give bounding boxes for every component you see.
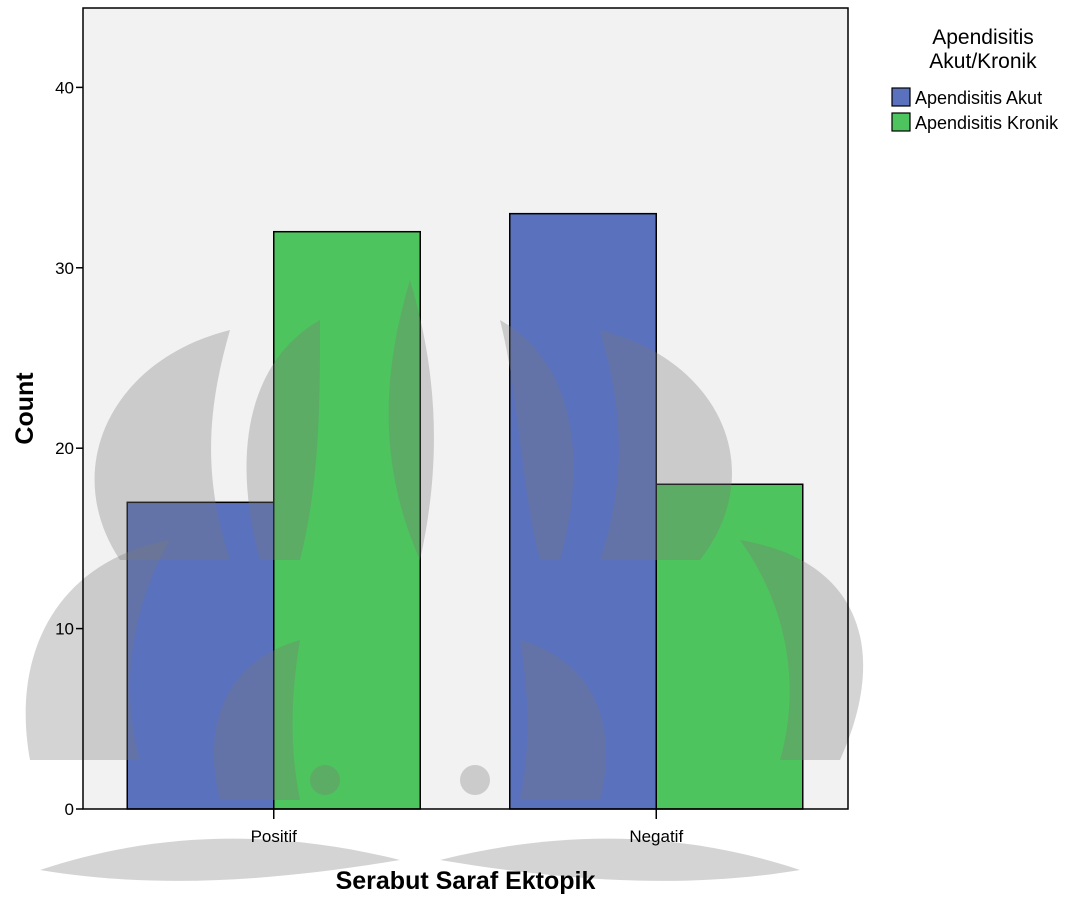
y-tick-label: 40 <box>55 78 74 97</box>
plot-frame <box>82 7 849 810</box>
watermark-emblem <box>25 280 864 881</box>
x-axis: Positif Negatif <box>251 809 683 846</box>
bar-apendisitis-akut-positif <box>126 501 275 810</box>
legend-swatch <box>891 112 911 132</box>
x-tick-label-positif: Positif <box>251 827 298 846</box>
legend-swatch <box>891 87 911 107</box>
bars-group <box>126 212 804 810</box>
y-axis-title: Count <box>11 372 39 445</box>
bar-apendisitis-kronik-negatif <box>655 483 804 810</box>
y-tick-label: 10 <box>55 620 74 639</box>
x-tick-label-negatif: Negatif <box>629 827 683 846</box>
legend-title-line-2: Akut/Kronik <box>929 50 1037 73</box>
bar-apendisitis-akut-negatif <box>509 212 657 810</box>
bar-apendisitis-kronik-positif <box>273 230 421 810</box>
legend-label: Apendisitis Kronik <box>915 113 1059 133</box>
legend: Apendisitis Akut/Kronik Apendisitis Akut… <box>891 26 1059 133</box>
y-axis: 0 10 20 30 40 <box>55 78 83 819</box>
y-tick-label: 0 <box>65 800 74 819</box>
x-axis-title: Serabut Saraf Ektopik <box>336 867 596 895</box>
y-tick-label: 20 <box>55 439 74 458</box>
legend-title-line-1: Apendisitis <box>932 26 1034 49</box>
y-tick-label: 30 <box>55 259 74 278</box>
legend-label: Apendisitis Akut <box>915 88 1042 108</box>
